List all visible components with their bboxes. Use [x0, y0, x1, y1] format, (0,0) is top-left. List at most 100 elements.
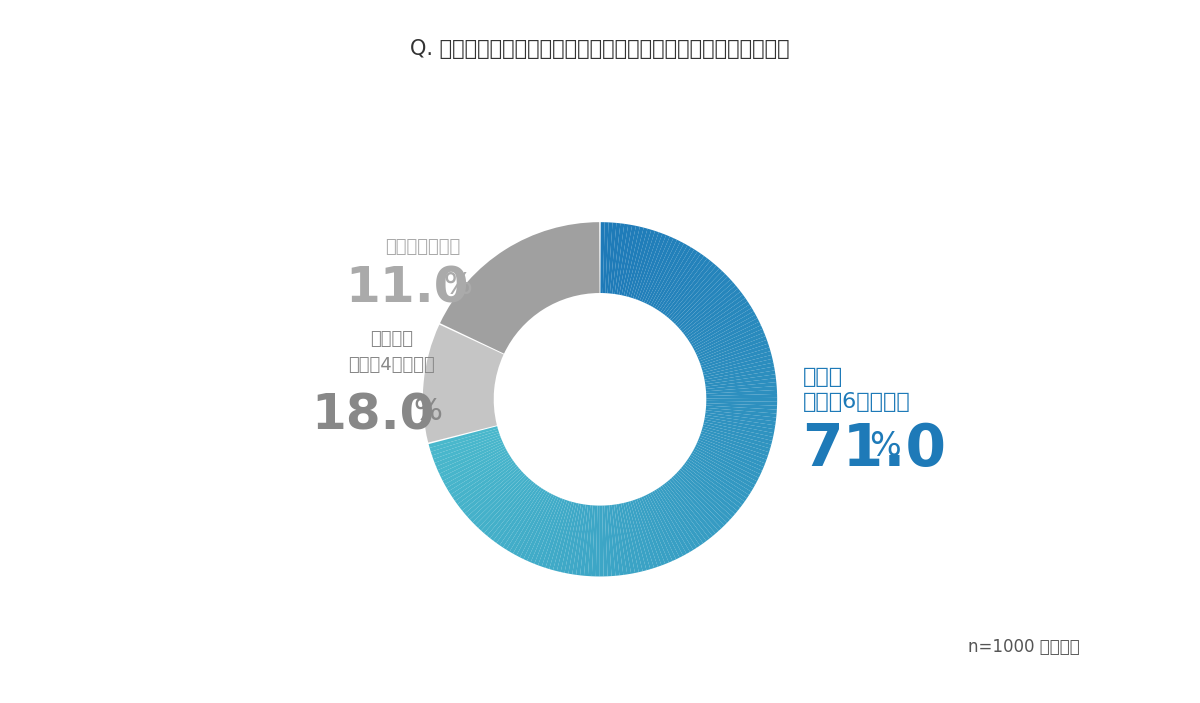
Wedge shape — [541, 500, 568, 568]
Wedge shape — [677, 276, 731, 328]
Wedge shape — [696, 322, 761, 355]
Wedge shape — [652, 491, 690, 554]
Wedge shape — [706, 403, 778, 410]
Wedge shape — [696, 442, 762, 475]
Text: 紙と電子が半々: 紙と電子が半々 — [385, 238, 461, 257]
Wedge shape — [692, 311, 756, 349]
Wedge shape — [449, 454, 510, 494]
Wedge shape — [701, 344, 769, 368]
Wedge shape — [690, 304, 751, 344]
Wedge shape — [493, 484, 538, 543]
Wedge shape — [660, 486, 703, 546]
Wedge shape — [487, 481, 534, 538]
Wedge shape — [662, 484, 707, 543]
Wedge shape — [626, 228, 648, 297]
Wedge shape — [700, 340, 768, 366]
Wedge shape — [457, 463, 516, 508]
Wedge shape — [670, 478, 719, 534]
Wedge shape — [497, 486, 540, 546]
Wedge shape — [617, 504, 631, 574]
Wedge shape — [648, 494, 683, 557]
Wedge shape — [695, 444, 761, 478]
Wedge shape — [610, 223, 620, 294]
Wedge shape — [478, 477, 529, 531]
Wedge shape — [706, 382, 776, 392]
Wedge shape — [510, 491, 548, 554]
Wedge shape — [560, 503, 578, 573]
Wedge shape — [706, 413, 775, 425]
Wedge shape — [682, 285, 738, 333]
Wedge shape — [475, 475, 527, 528]
Wedge shape — [628, 501, 650, 570]
Wedge shape — [602, 222, 608, 293]
Wedge shape — [678, 280, 733, 329]
Wedge shape — [443, 449, 506, 484]
Wedge shape — [653, 245, 691, 308]
Wedge shape — [704, 363, 774, 380]
Wedge shape — [660, 254, 704, 314]
Wedge shape — [473, 473, 526, 525]
Wedge shape — [685, 460, 745, 505]
Wedge shape — [650, 492, 686, 556]
Wedge shape — [695, 446, 758, 482]
Wedge shape — [688, 457, 749, 498]
Wedge shape — [625, 502, 647, 572]
Wedge shape — [631, 230, 655, 298]
Wedge shape — [706, 386, 776, 394]
Text: n=1000 単一回答: n=1000 単一回答 — [968, 638, 1080, 656]
Wedge shape — [635, 232, 662, 300]
Wedge shape — [658, 487, 700, 548]
Text: （紙が6割以上）: （紙が6割以上） — [803, 392, 911, 413]
Wedge shape — [695, 318, 760, 353]
Wedge shape — [646, 494, 679, 560]
Wedge shape — [702, 347, 770, 370]
Wedge shape — [516, 493, 552, 557]
Wedge shape — [688, 298, 748, 340]
Wedge shape — [614, 504, 628, 575]
Wedge shape — [467, 470, 522, 520]
Text: 主に電子: 主に電子 — [370, 330, 413, 348]
Wedge shape — [431, 431, 499, 456]
Wedge shape — [602, 505, 607, 576]
Wedge shape — [484, 479, 533, 536]
Wedge shape — [610, 505, 619, 576]
Wedge shape — [682, 466, 738, 514]
Wedge shape — [656, 489, 697, 550]
Wedge shape — [433, 435, 500, 463]
Wedge shape — [667, 480, 715, 536]
Wedge shape — [706, 378, 776, 389]
Wedge shape — [659, 252, 701, 312]
Wedge shape — [432, 433, 500, 459]
Wedge shape — [698, 438, 766, 467]
Wedge shape — [683, 288, 740, 335]
Wedge shape — [656, 250, 697, 311]
Wedge shape — [446, 452, 509, 491]
Wedge shape — [527, 496, 558, 562]
Wedge shape — [696, 325, 762, 357]
Wedge shape — [644, 238, 677, 304]
Wedge shape — [530, 497, 560, 564]
Wedge shape — [619, 503, 635, 574]
Wedge shape — [605, 222, 612, 293]
Wedge shape — [703, 355, 773, 375]
Wedge shape — [643, 496, 676, 561]
Wedge shape — [438, 441, 504, 474]
Wedge shape — [702, 351, 772, 373]
Wedge shape — [464, 468, 521, 517]
Wedge shape — [620, 503, 638, 573]
Wedge shape — [617, 224, 632, 295]
Wedge shape — [680, 283, 736, 331]
Wedge shape — [678, 470, 732, 520]
Wedge shape — [679, 468, 736, 517]
Wedge shape — [691, 308, 754, 347]
Wedge shape — [689, 301, 750, 342]
Wedge shape — [704, 418, 775, 433]
Wedge shape — [523, 495, 557, 561]
Wedge shape — [697, 329, 764, 359]
Wedge shape — [592, 505, 598, 576]
Wedge shape — [701, 431, 769, 456]
Wedge shape — [635, 499, 661, 567]
Wedge shape — [600, 505, 604, 576]
Wedge shape — [588, 505, 595, 576]
Wedge shape — [702, 429, 770, 452]
